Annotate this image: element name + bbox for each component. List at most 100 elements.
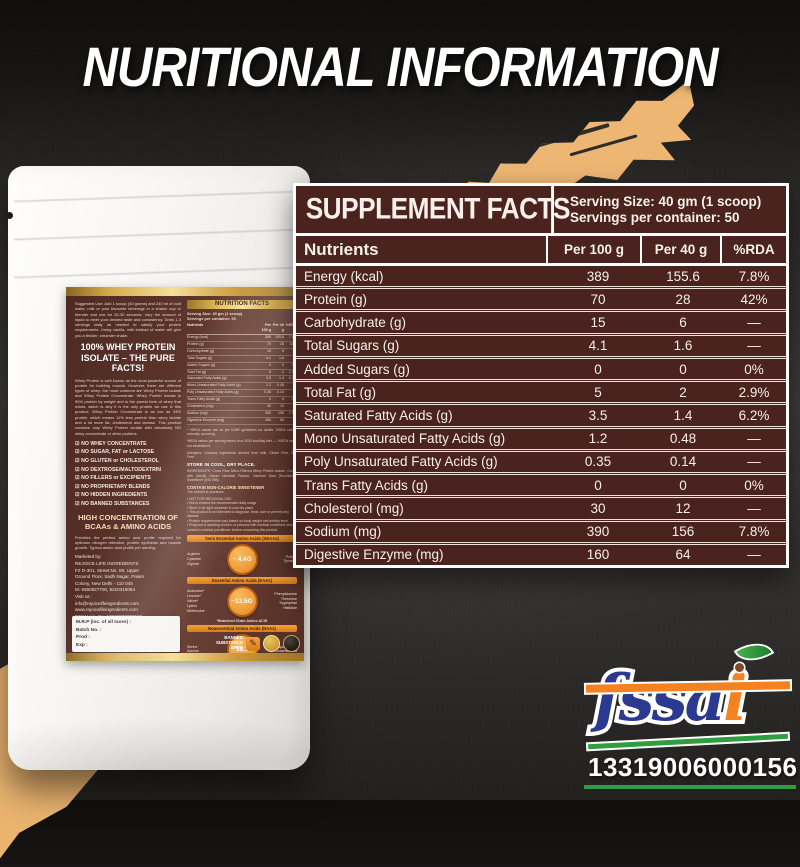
marketed-by-line: www.rejoicelifeingredients.com (75, 607, 138, 613)
rda-cell: — (747, 338, 761, 354)
mini-nutrition-row: Trans Fatty Acids (g) 0 0 0% (187, 397, 297, 405)
caution-bullet-list: NOT FOR MEDICINAL USENot to exceed the r… (187, 497, 297, 532)
mini-nutrition-row: Mono Unsaturated Fatty Acids (g) 1.2 0.4… (187, 383, 297, 391)
per40-cell: 0 (679, 477, 687, 493)
per40-cell: 64 (675, 547, 691, 563)
gold-band-top (66, 287, 304, 296)
checklist-item: ☑ NO GLUTEN or CHOLESTEROL (75, 458, 159, 465)
rda-notes: * %RDA values are as per ICMR guidelines… (187, 428, 297, 449)
mini-nutrition-row: Protein (g) 70 28 42% (187, 342, 297, 349)
leaf-stem-dot (735, 663, 744, 672)
nutrient-cell: Saturated Fatty Acids (g) (304, 408, 453, 424)
sweetener-claim: CONTAIN NON-CALORIE SWEETENER (187, 485, 265, 491)
label-headline-pure-facts: 100% WHEY PROTEIN ISOLATE – THE PURE FAC… (80, 342, 176, 374)
pen-icon: ✎ (246, 636, 260, 651)
supplement-facts-title: SUPPLEMENT FACTS (296, 184, 571, 235)
mrp-line: M.R.P (inc. of all taxes) : (76, 620, 132, 626)
rda-cell: 0% (744, 361, 764, 377)
marketed-by-line: FSSAI Lic. No. 13319006000156 (75, 614, 181, 621)
amino-badge-banner: Semi Essential Amino Acids (SEAAs) (187, 534, 297, 542)
per100-cell: 15 (590, 315, 606, 331)
fssai-logo: fssai fssai 13319006000156 (584, 636, 797, 792)
mini-nutrition-row: Digestive Enzyme (mg) 160 64 — (187, 418, 297, 425)
marketed-by-line: Visit us : (75, 594, 93, 600)
amino-total-circle: ~ 4.4G (226, 543, 258, 575)
mini-nutrition-row: Carbohydrate (g) 15 6 — (187, 349, 297, 356)
table-row: Mono Unsaturated Fatty Acids (g) 1.2 0.4… (296, 425, 786, 449)
table-row: Total Sugars (g) 4.1 1.6 — (296, 332, 786, 356)
per40-cell: 6 (679, 315, 687, 331)
per40-cell: 0.48 (669, 431, 697, 447)
mrp-line: Exp : (76, 642, 88, 648)
product-pouch: Suggested Use: Add 1 scoop (40 grams) an… (6, 166, 310, 770)
nutrient-cell: Poly Unsaturated Fatty Acids (g) (304, 454, 498, 470)
allergens-text: Allergens: Contains ingredients derived … (187, 450, 297, 460)
per40-cell: 156 (671, 524, 695, 540)
table-body: Energy (kcal) 389 155.6 7.8% Protein (g)… (296, 266, 786, 565)
serving-size-text: Serving Size: 40 gm (1 scoop) (570, 193, 762, 209)
nutrient-cell: Digestive Enzyme (mg) (304, 547, 444, 563)
rda-cell: 2.9% (738, 384, 770, 400)
table-row: Total Fat (g) 5 2 2.9% (296, 379, 786, 402)
table-row: Trans Fatty Acids (g) 0 0 0% (296, 472, 786, 495)
certification-badges: BANNED SUBSTANCE FREE ✎ (216, 635, 300, 652)
table-row: Digestive Enzyme (mg) 160 64 — (296, 541, 786, 565)
nutrient-cell: Protein (g) (304, 291, 368, 307)
per100-cell: 390 (586, 524, 610, 540)
nutrient-cell: Added Sugars (g) (304, 361, 410, 377)
per100-cell: 0.35 (584, 454, 612, 470)
bcaa-footnote: *Branched Chain Amino ACID (216, 618, 268, 623)
per40-cell: 0.14 (669, 454, 697, 470)
nutrient-cell: Total Sugars (g) (304, 338, 400, 354)
no-claims-checklist: ☑ NO WHEY CONCENTRATE ☑ NO SUGAR, FAT or … (75, 440, 181, 509)
marketed-by-line: M: 9350827700, 9310319054 (75, 587, 136, 593)
mini-column-headers: Nutrients Per 100 g Per 40 g %RDA (187, 323, 297, 335)
mini-nutrition-row: Cholesterol (mg) 30 12 — (187, 404, 297, 411)
amino-names-left: Serine Alanine (187, 644, 199, 654)
per40-cell: 0 (679, 361, 687, 377)
certification-badge-gold (263, 635, 280, 652)
mini-nutrition-row: Added Sugars (g) 0 0 0% (187, 363, 297, 370)
whey-isolate-body-text: Whey Protein is well known as the most p… (75, 377, 181, 436)
mrp-line: Prod : (76, 635, 90, 641)
mini-servings-count: Servings per container: 50 (187, 316, 236, 321)
checklist-item: ☑ NO DEXTROSE/MALTODEXTRIN (75, 466, 162, 473)
table-row: Protein (g) 70 28 42% (296, 286, 786, 309)
serving-info: Serving Size: 40 gm (1 scoop) Servings p… (562, 186, 786, 233)
rda-cell: 6.2% (738, 408, 770, 424)
brush-streak (569, 134, 637, 156)
amino-names-left: Isoleucine* Leucine* Valine* Lysine Meth… (187, 589, 205, 613)
amino-names-right: Proline Tyrosine (283, 554, 297, 564)
table-row: Carbohydrate (g) 15 6 — (296, 309, 786, 332)
sweetener-subtext: The content is sucralose (187, 490, 224, 495)
mrp-line: Batch No. : (76, 627, 102, 633)
per40-cell: 1.6 (673, 338, 693, 354)
mini-nutrition-facts-header: NUTRITION FACTS (187, 300, 297, 309)
per40-cell: 12 (675, 500, 691, 516)
checklist-item: ☑ NO WHEY CONCENTRATE (75, 440, 147, 447)
nutrient-cell: Sodium (mg) (304, 524, 382, 540)
nutrient-cell: Total Fat (g) (304, 384, 377, 400)
per100-cell: 0 (594, 361, 602, 377)
checklist-item: ☑ NO HIDDEN INGREDIENTS (75, 492, 148, 499)
checklist-item: ☑ NO BANNED SUBSTANCES (75, 501, 150, 507)
rda-cell: 7.8% (738, 268, 770, 284)
rda-cell: — (747, 431, 761, 447)
rda-cell: — (747, 454, 761, 470)
nutrient-cell: Carbohydrate (g) (304, 315, 407, 331)
amino-badge: Essential Amino Acids (EAAs) Isoleucine*… (187, 576, 297, 617)
per100-cell: 1.2 (588, 431, 608, 447)
amino-badge-banner: Essential Amino Acids (EAAs) (187, 576, 297, 584)
supplement-facts-table: SUPPLEMENT FACTS Serving Size: 40 gm (1 … (293, 183, 789, 568)
marketed-by-line: info@rejoicelifeingredients.com (75, 600, 139, 606)
mini-nutrition-row: Saturated Fatty Acids (g) 3.5 1.4 6.2% (187, 376, 297, 384)
marketed-by-line: FZ D-301, Street No. 09, Upper (75, 567, 140, 573)
mini-nutrition-row: Energy (kcal) 389 155.6 7.8% (187, 335, 297, 342)
table-column-headers: Nutrients Per 100 g Per 40 g %RDA (296, 236, 786, 266)
column-header-rda: %RDA (720, 236, 786, 263)
checklist-item: ☑ NO SUGAR, FAT or LACTOSE (75, 449, 155, 456)
marketed-by-line: Ground Floor, Sadh Nagar, Palam (75, 574, 145, 580)
column-header-per40: Per 40 g (640, 236, 720, 263)
per100-cell: 3.5 (588, 408, 608, 424)
table-row: Cholesterol (mg) 30 12 — (296, 495, 786, 518)
